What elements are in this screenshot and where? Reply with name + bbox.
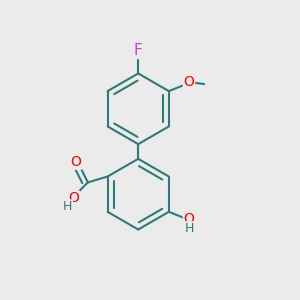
- Text: O: O: [184, 212, 194, 226]
- Text: O: O: [68, 191, 79, 205]
- Text: O: O: [71, 155, 82, 169]
- Text: H: H: [63, 200, 72, 213]
- Text: O: O: [184, 75, 194, 88]
- Text: F: F: [134, 43, 142, 58]
- Text: H: H: [184, 222, 194, 235]
